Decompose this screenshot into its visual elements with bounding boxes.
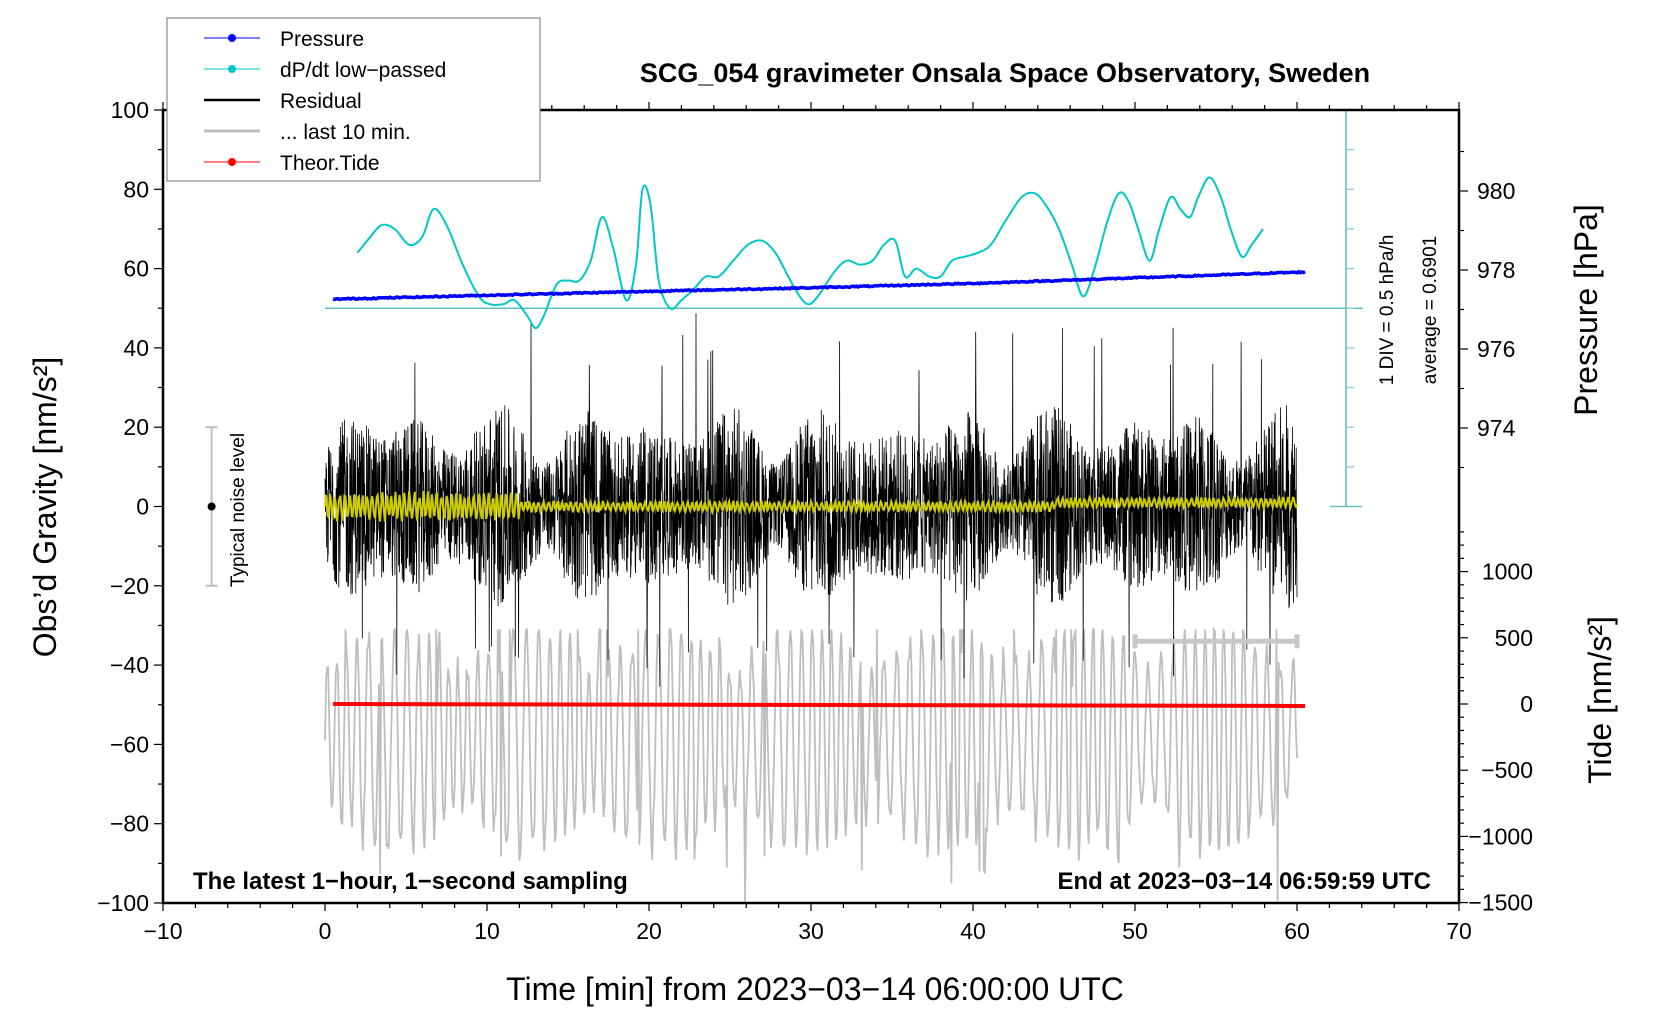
end-note: End at 2023−03−14 06:59:59 UTC: [1057, 868, 1431, 895]
series-last10-line: [324, 626, 1298, 902]
legend-entry-tide: Theor.Tide: [204, 152, 380, 175]
y-tick-label: 100: [111, 97, 149, 123]
noise-level-label: Typical noise level: [228, 433, 249, 587]
chart-title: SCG_054 gravimeter Onsala Space Observat…: [640, 58, 1370, 88]
y-axis-title-tide: Tide [nm/s²]: [1582, 616, 1618, 784]
y-tick-label: 20: [123, 414, 149, 440]
y-tick-label: −80: [110, 811, 149, 837]
axis-ticks: −10 0 10 20 30 40 50 60 70−100−80−60−40−20020406…: [97, 97, 1533, 944]
tide-tick-label: −1000: [1468, 823, 1533, 849]
pressure-tick-label: 980: [1477, 178, 1515, 204]
scale-average-label: average = 0.6901: [1420, 236, 1441, 384]
tide-tick-label: −500: [1481, 757, 1533, 783]
legend-marker-pressure: [228, 34, 236, 42]
legend-entry-last10: ... last 10 min.: [204, 121, 411, 144]
tide-tick-label: −1500: [1468, 890, 1533, 916]
x-tick-label: 70: [1446, 918, 1472, 944]
x-tick-label: 60: [1284, 918, 1310, 944]
scale-div-label: 1 DIV = 0.5 hPa/h: [1377, 235, 1398, 386]
y-axis-title-left: Obs’d Gravity [nm/s²]: [27, 357, 63, 658]
tide-tick-label: 500: [1495, 625, 1533, 651]
x-tick-label: 10: [474, 918, 500, 944]
legend-marker-dpdt: [228, 65, 236, 73]
sampling-note: The latest 1−hour, 1−second sampling: [193, 868, 628, 895]
tide-tick-label: 1000: [1482, 559, 1533, 585]
y-tick-label: 40: [123, 335, 149, 361]
legend-entry-residual: Residual: [204, 90, 362, 113]
tide-tick-label: 0: [1520, 691, 1533, 717]
noise-bar-center-dot: [207, 502, 216, 511]
pressure-tick-label: 974: [1477, 415, 1516, 441]
y-tick-label: 60: [123, 256, 149, 282]
legend-entry-pressure: Pressure: [204, 28, 364, 51]
y-tick-label: −60: [110, 731, 149, 757]
x-tick-label: 30: [798, 918, 824, 944]
series-residual-smoothed-line: [324, 491, 1298, 522]
pressure-tick-label: 976: [1477, 336, 1515, 362]
series-pressure-line: [332, 269, 1306, 302]
x-tick-label: −10: [143, 918, 182, 944]
y-tick-label: 80: [123, 176, 149, 202]
legend-marker-tide: [228, 158, 236, 166]
series-residual-line: [324, 313, 1298, 687]
y-tick-label: −100: [97, 890, 149, 916]
x-tick-label: 40: [960, 918, 986, 944]
x-tick-label: 0: [319, 918, 332, 944]
y-tick-label: −20: [110, 573, 149, 599]
legend: Pressure dP/dt low−passed Residual ... l…: [166, 17, 541, 182]
legend-label-tide: Theor.Tide: [280, 152, 380, 175]
legend-label-dpdt: dP/dt low−passed: [280, 59, 446, 82]
series-tide-line: [333, 702, 1306, 708]
legend-label-pressure: Pressure: [280, 28, 364, 51]
x-axis-title: Time [min] from 2023−03−14 06:00:00 UTC: [506, 971, 1124, 1007]
plot-area: [205, 110, 1363, 902]
y-tick-label: 0: [136, 494, 149, 520]
legend-label-last10: ... last 10 min.: [280, 121, 411, 144]
x-tick-label: 50: [1122, 918, 1148, 944]
x-tick-label: 20: [636, 918, 662, 944]
series-dpdt-line: [356, 176, 1264, 330]
y-axis-title-pressure: Pressure [hPa]: [1568, 204, 1604, 416]
pressure-tick-label: 978: [1477, 257, 1515, 283]
legend-entry-dpdt: dP/dt low−passed: [204, 59, 446, 82]
legend-label-residual: Residual: [280, 90, 362, 113]
y-tick-label: −40: [110, 652, 149, 678]
